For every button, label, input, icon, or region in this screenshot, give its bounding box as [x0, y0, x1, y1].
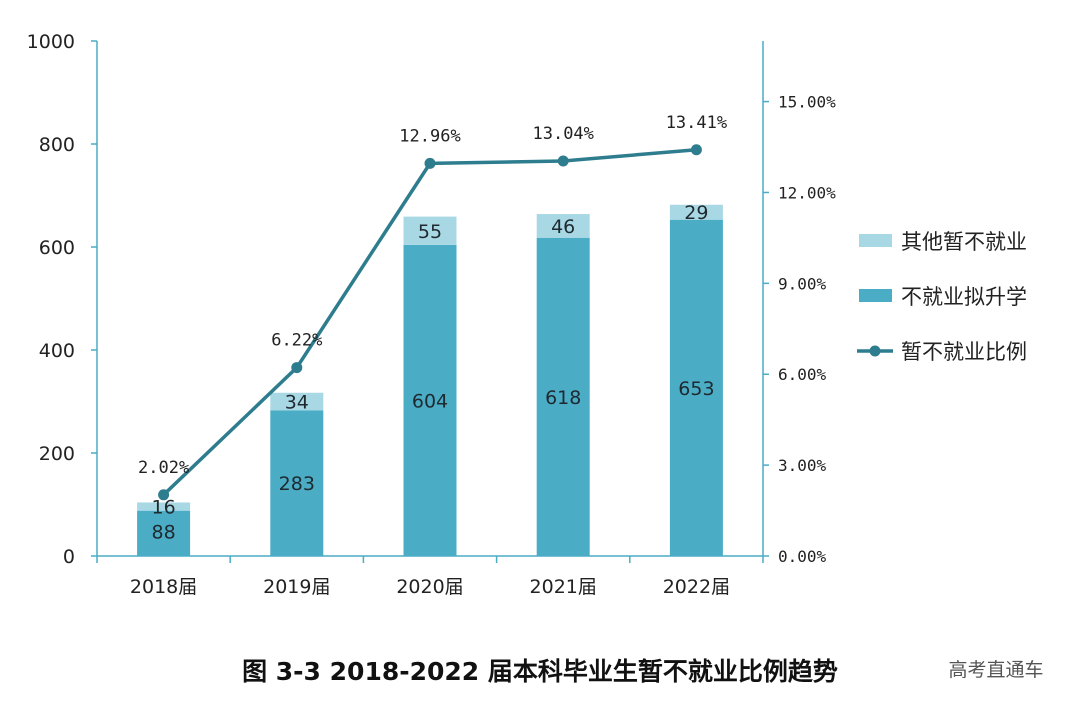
legend-swatch-other: [859, 234, 892, 247]
right-tick-label: 3.00%: [778, 456, 827, 475]
right-tick-label: 0.00%: [778, 547, 827, 566]
legend-swatch-marker: [869, 345, 881, 357]
legend-swatch-study: [859, 289, 892, 302]
x-tick-label: 2022届: [663, 576, 730, 598]
bar-study: [270, 410, 324, 556]
left-tick-label: 0: [63, 546, 75, 568]
ratio-line: 2.02% 6.22% 12.96% 13.04% 13.41%: [138, 113, 727, 501]
bar-label-other: 46: [551, 216, 575, 238]
bar-study: [137, 510, 191, 556]
bar-study: [669, 219, 723, 556]
ratio-point: [424, 157, 436, 169]
right-tick-label: 6.00%: [778, 365, 827, 384]
x-tick-label: 2018届: [130, 576, 197, 598]
bar-other: [137, 502, 191, 511]
x-tick-label: 2020届: [396, 576, 463, 598]
ratio-point-label: 13.41%: [666, 113, 727, 133]
left-tick-label: 1000: [27, 31, 75, 53]
bar-other: [669, 204, 723, 220]
bar-label-study: 653: [678, 378, 714, 400]
left-tick-label: 800: [39, 134, 75, 156]
x-tick-label: 2019届: [263, 576, 330, 598]
bar-other: [536, 214, 590, 238]
ratio-point: [158, 489, 170, 501]
left-tick-label: 400: [39, 340, 75, 362]
bar-study: [536, 237, 590, 557]
legend-label: 其他暂不就业: [901, 230, 1027, 254]
bar-study: [403, 244, 457, 556]
ratio-point: [291, 362, 303, 374]
axes: 0 200 400 600 800 1000 0.00% 3.00% 6.00% 9.00% 12.…: [27, 31, 837, 598]
x-tick-label: 2021届: [530, 576, 597, 598]
bar-labels: 88 16 283 34 604 55 618 46 653 29: [152, 202, 715, 543]
bar-label-study: 604: [412, 390, 448, 412]
ratio-point: [557, 155, 569, 167]
bar-label-study: 88: [152, 522, 176, 544]
bars: [137, 204, 723, 557]
bar-label-other: 16: [152, 497, 176, 519]
ratio-point: [690, 144, 702, 156]
right-tick-label: 9.00%: [778, 274, 827, 293]
chart-title: 图 3-3 2018-2022 届本科毕业生暂不就业比例趋势: [242, 657, 838, 686]
ratio-point-label: 13.04%: [532, 124, 593, 144]
bar-other: [270, 392, 324, 411]
left-tick-label: 200: [39, 443, 75, 465]
bar-other: [403, 216, 457, 245]
watermark-text: 高考直通车: [948, 659, 1043, 681]
bar-label-study: 283: [279, 473, 315, 495]
legend-label: 不就业拟升学: [901, 285, 1027, 309]
bar-label-other: 29: [684, 202, 708, 224]
bar-label-other: 34: [285, 392, 309, 414]
left-tick-label: 600: [39, 237, 75, 259]
bar-label-other: 55: [418, 221, 442, 243]
ratio-point-label: 6.22%: [271, 331, 322, 351]
right-tick-label: 15.00%: [778, 93, 836, 112]
bar-label-study: 618: [545, 387, 581, 409]
legend-label: 暂不就业比例: [901, 340, 1027, 364]
right-tick-label: 12.00%: [778, 183, 836, 202]
ratio-point-label: 2.02%: [138, 458, 189, 478]
ratio-point-label: 12.96%: [399, 126, 460, 146]
